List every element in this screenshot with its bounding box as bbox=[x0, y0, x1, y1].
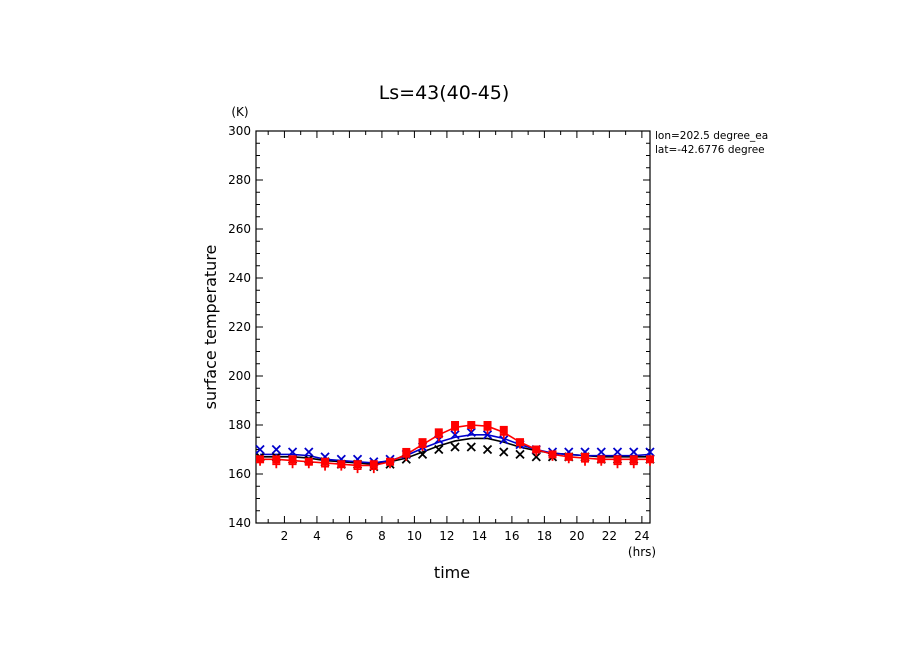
y-tick-label: 140 bbox=[228, 516, 251, 530]
data-point-plus bbox=[304, 460, 313, 469]
y-tick-label: 280 bbox=[228, 173, 251, 187]
data-point-square bbox=[353, 460, 362, 469]
data-point-x bbox=[482, 444, 493, 455]
data-point-plus bbox=[613, 460, 622, 469]
x-tick-label: 2 bbox=[281, 529, 289, 543]
data-point-x bbox=[255, 444, 265, 455]
data-point-plus bbox=[581, 457, 590, 466]
x-tick-label: 16 bbox=[504, 529, 519, 543]
x-tick-label: 18 bbox=[537, 529, 552, 543]
y-tick-label: 180 bbox=[228, 418, 251, 432]
series-line bbox=[260, 437, 650, 466]
x-tick-label: 20 bbox=[569, 529, 584, 543]
data-point-square bbox=[629, 455, 638, 464]
data-point-x bbox=[499, 447, 509, 457]
data-point-plus bbox=[532, 447, 541, 456]
x-tick-label: 14 bbox=[472, 529, 487, 543]
data-point-x bbox=[271, 444, 281, 455]
series-0 bbox=[260, 437, 650, 466]
data-point-square bbox=[613, 455, 622, 464]
data-point-plus bbox=[646, 457, 654, 466]
annotation-lon: lon=202.5 degree_ea bbox=[655, 130, 768, 142]
y-tick-label: 220 bbox=[228, 320, 251, 334]
data-point-plus bbox=[256, 457, 265, 466]
data-point-x bbox=[466, 427, 476, 437]
data-point-square bbox=[321, 457, 330, 466]
data-point-square bbox=[288, 455, 297, 464]
annotation-lat: lat=-42.6776 degree bbox=[655, 144, 765, 156]
series-6 bbox=[256, 423, 654, 474]
x-tick-label: 4 bbox=[313, 529, 321, 543]
data-point-plus bbox=[467, 423, 476, 432]
data-point-plus bbox=[402, 452, 411, 461]
data-point-plus bbox=[516, 440, 525, 449]
data-point-x bbox=[531, 452, 541, 462]
x-tick-label: 6 bbox=[346, 529, 354, 543]
data-point-plus bbox=[272, 460, 281, 469]
data-point-plus bbox=[629, 460, 638, 469]
data-point-x bbox=[450, 430, 460, 440]
data-point-x bbox=[645, 447, 655, 457]
data-point-square bbox=[483, 421, 492, 429]
data-point-x bbox=[304, 447, 314, 457]
data-point-square bbox=[451, 421, 460, 429]
y-tick-label: 240 bbox=[228, 271, 251, 285]
y-tick-label: 300 bbox=[228, 124, 251, 138]
x-tick-label: 24 bbox=[634, 529, 649, 543]
data-point-x bbox=[287, 447, 298, 457]
data-point-square bbox=[369, 460, 378, 469]
data-point-x bbox=[499, 435, 509, 445]
data-point-plus bbox=[353, 465, 362, 474]
data-point-plus bbox=[597, 457, 606, 466]
data-point-square bbox=[581, 452, 590, 461]
data-point-plus bbox=[499, 430, 508, 439]
data-point-plus bbox=[288, 460, 297, 469]
data-point-plus bbox=[321, 462, 330, 471]
data-point-square bbox=[434, 428, 443, 437]
data-point-x bbox=[596, 447, 606, 457]
x-tick-label: 22 bbox=[602, 529, 617, 543]
data-point-x bbox=[450, 442, 460, 452]
data-point-plus bbox=[564, 455, 573, 464]
y-axis-label: surface temperature bbox=[201, 245, 220, 410]
data-point-square bbox=[499, 425, 508, 434]
data-point-plus bbox=[337, 462, 346, 471]
data-point-x bbox=[482, 430, 493, 440]
data-point-plus bbox=[369, 465, 378, 474]
y-tick-label: 260 bbox=[228, 222, 251, 236]
data-point-plus bbox=[548, 452, 557, 461]
y-unit-label: (K) bbox=[231, 105, 248, 119]
data-point-plus bbox=[483, 425, 492, 434]
data-point-plus bbox=[418, 443, 427, 452]
data-point-square bbox=[418, 438, 427, 447]
x-unit-label: (hrs) bbox=[628, 545, 656, 559]
data-point-x bbox=[466, 442, 476, 452]
x-tick-label: 10 bbox=[407, 529, 422, 543]
plot-frame bbox=[255, 130, 651, 524]
data-point-x bbox=[629, 447, 639, 457]
data-point-x bbox=[417, 449, 428, 460]
x-axis-label: time bbox=[434, 563, 470, 582]
x-tick-label: 8 bbox=[378, 529, 386, 543]
data-point-square bbox=[272, 455, 281, 464]
x-tick-label: 12 bbox=[439, 529, 454, 543]
data-point-plus bbox=[386, 460, 395, 469]
data-point-x bbox=[612, 447, 623, 457]
data-point-plus bbox=[434, 433, 443, 442]
data-point-x bbox=[434, 444, 444, 455]
y-tick-label: 160 bbox=[228, 467, 251, 481]
data-point-x bbox=[515, 449, 525, 460]
chart-title: Ls=43(40-45) bbox=[379, 82, 510, 104]
y-tick-label: 200 bbox=[228, 369, 251, 383]
data-point-plus bbox=[451, 425, 460, 434]
data-point-square bbox=[402, 447, 411, 456]
